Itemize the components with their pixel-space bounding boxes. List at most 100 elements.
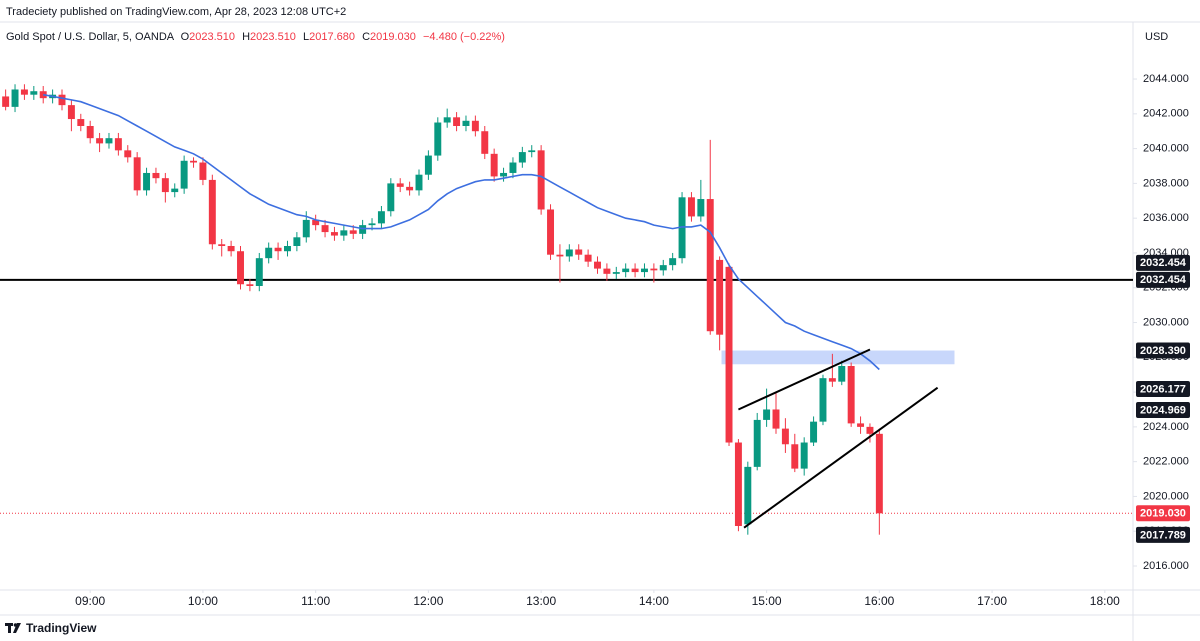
body [406, 186, 414, 191]
price-label: 2032.454 [1140, 274, 1187, 286]
symbol: Gold Spot / U.S. Dollar, 5, OANDA [6, 31, 174, 43]
body [556, 254, 564, 257]
body [753, 419, 761, 467]
body [284, 246, 291, 252]
body [565, 249, 573, 257]
body [594, 261, 601, 269]
body [603, 268, 611, 274]
change: −4.480 (−0.22%) [422, 31, 505, 43]
body [471, 120, 479, 132]
body [678, 197, 686, 259]
body [866, 426, 874, 434]
body [772, 409, 780, 429]
body [265, 247, 273, 259]
price-label-box [1136, 271, 1190, 288]
body [377, 211, 385, 224]
body [359, 225, 367, 234]
body [612, 272, 620, 274]
body [838, 366, 846, 382]
price-label: 2017.789 [1140, 529, 1186, 541]
plot-area [0, 84, 1133, 535]
price-label-box [1136, 342, 1190, 359]
ohlc-key: C [362, 31, 371, 43]
body [274, 247, 282, 252]
body [77, 119, 85, 126]
x-tick-label: 15:00 [752, 594, 782, 608]
body [518, 152, 526, 163]
logo [5, 623, 21, 633]
body [800, 442, 808, 469]
body [143, 172, 151, 191]
y-tick-label: 2024.000 [1143, 421, 1189, 433]
body [622, 268, 630, 273]
body [424, 155, 432, 175]
body [302, 219, 310, 238]
body [434, 122, 442, 156]
body [124, 150, 132, 158]
body [490, 153, 498, 177]
y-tick-label: 2038.000 [1143, 177, 1189, 189]
x-tick-label: 14:00 [639, 594, 669, 608]
body [387, 183, 395, 212]
body [180, 160, 188, 189]
body [697, 199, 705, 217]
y-tick-label: 2016.000 [1143, 560, 1189, 572]
body [462, 120, 470, 126]
trend-line [743, 386, 939, 529]
price-label: 2028.390 [1140, 345, 1186, 357]
price-label: 2024.969 [1140, 404, 1186, 416]
brand: TradingView [26, 621, 97, 635]
body [105, 138, 113, 144]
body [20, 89, 28, 95]
price-label: 2026.177 [1140, 383, 1186, 395]
body [11, 89, 19, 107]
price-label-box [1136, 254, 1190, 271]
ohlc-value: 2017.680 [309, 31, 356, 43]
moving-average [43, 93, 880, 371]
body [227, 246, 235, 252]
price-label-box [1136, 505, 1190, 522]
ohlc-value: 2023.510 [189, 31, 236, 43]
x-tick-label: 11:00 [301, 594, 330, 608]
body [847, 366, 855, 424]
body [152, 172, 160, 179]
ohlc-value: 2023.510 [250, 31, 296, 43]
body [218, 244, 226, 246]
x-tick-label: 18:00 [1090, 594, 1120, 608]
body [208, 179, 216, 245]
trend-line [738, 348, 871, 411]
x-tick-label: 10:00 [188, 594, 218, 608]
y-tick-label: 2030.000 [1143, 316, 1189, 328]
body [96, 138, 104, 144]
legend: Gold Spot / U.S. Dollar, 5, OANDA O2023.… [6, 31, 505, 43]
body [575, 249, 583, 255]
body [584, 254, 592, 262]
ohlc-key: H [242, 31, 251, 43]
price-label: 2019.030 [1140, 508, 1186, 520]
body [190, 160, 198, 163]
body [86, 126, 94, 139]
body [781, 428, 789, 445]
body [640, 268, 648, 273]
ohlc-key: O [180, 31, 190, 43]
body [631, 268, 639, 273]
body [734, 442, 742, 526]
y-tick-label: 2020.000 [1143, 490, 1189, 502]
body [687, 197, 695, 217]
body [199, 162, 207, 180]
y-tick-label: 2036.000 [1143, 212, 1189, 224]
body [246, 284, 254, 286]
body [330, 232, 338, 236]
body [669, 258, 677, 266]
body [509, 162, 517, 173]
body [443, 117, 451, 123]
body [500, 172, 508, 177]
body [659, 265, 667, 271]
body [2, 96, 10, 107]
price-label: 2032.454 [1140, 257, 1187, 269]
body [255, 258, 263, 286]
y-tick-label: 2042.000 [1143, 108, 1189, 120]
body [763, 409, 771, 420]
